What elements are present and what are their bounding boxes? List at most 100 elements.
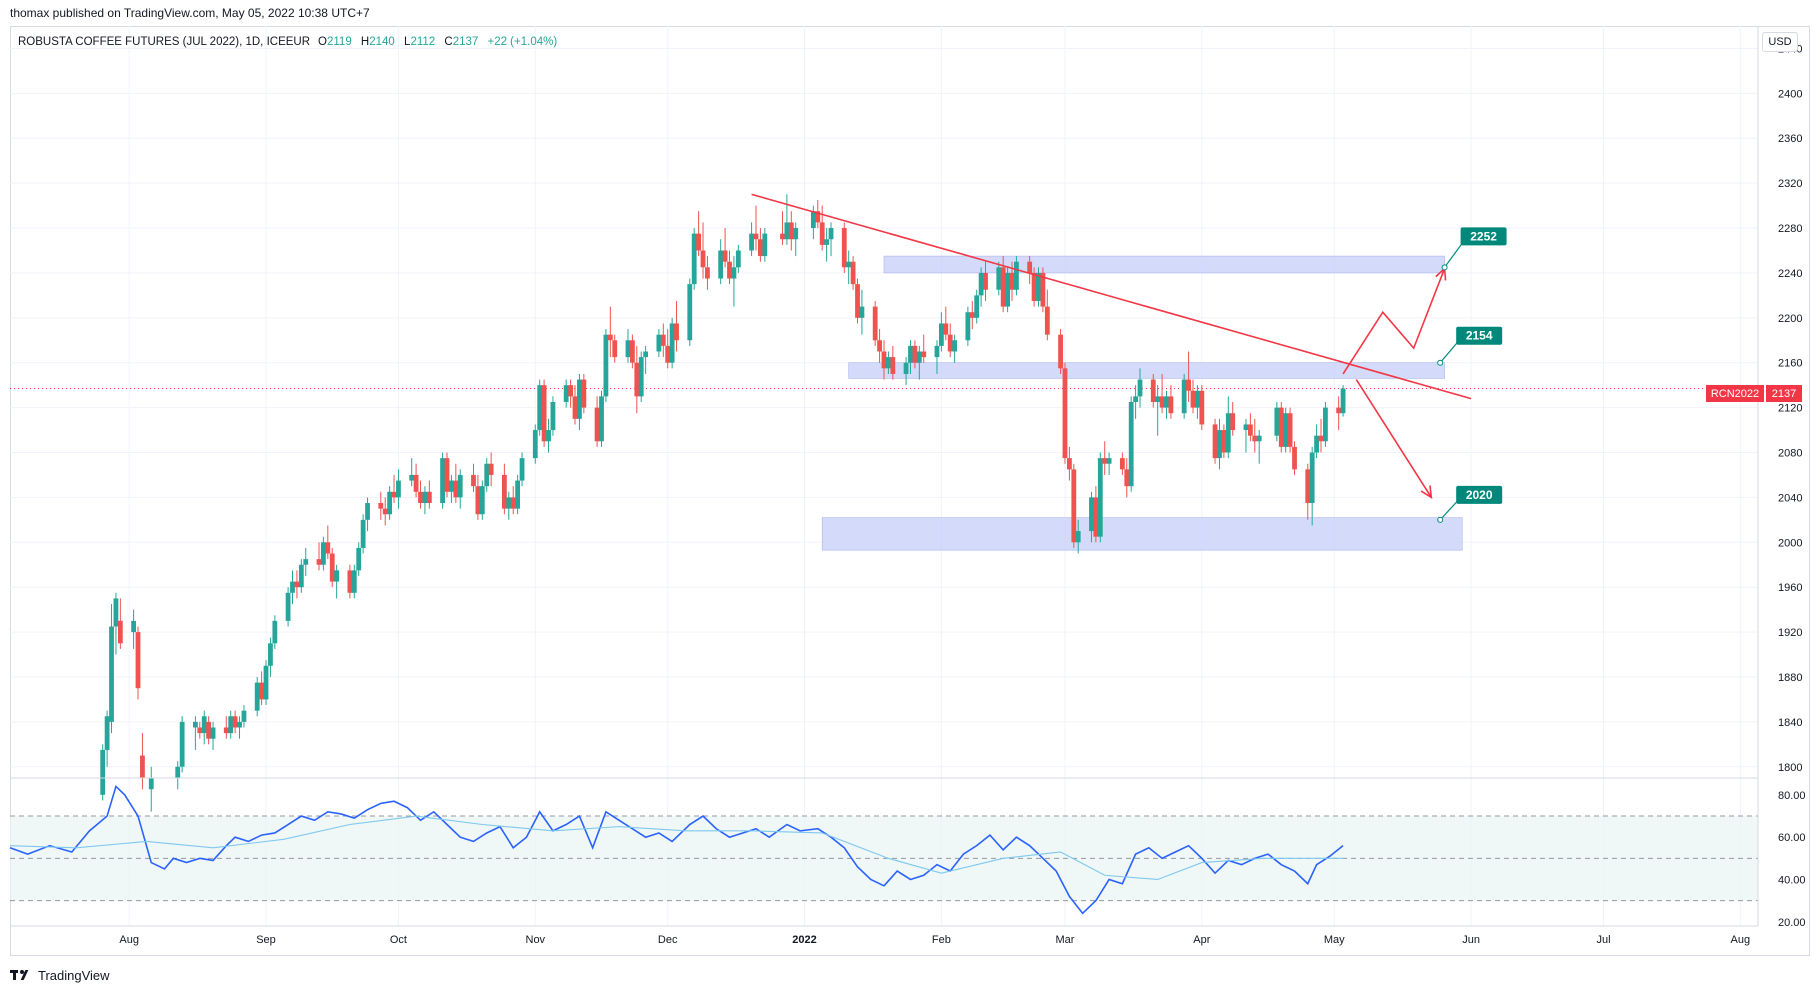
candle-body[interactable] [727, 261, 732, 279]
candle-body[interactable] [938, 323, 944, 346]
candle-body[interactable] [674, 323, 679, 341]
candle-body[interactable] [334, 570, 340, 582]
price-zone[interactable] [883, 255, 1445, 274]
candle-body[interactable] [100, 749, 106, 795]
candle-body[interactable] [113, 598, 119, 627]
candle-body[interactable] [753, 233, 759, 240]
candle-body[interactable] [983, 272, 988, 290]
candle-body[interactable] [1155, 396, 1161, 402]
candle-body[interactable] [1292, 446, 1297, 470]
candle-body[interactable] [1168, 396, 1174, 414]
candle-body[interactable] [294, 581, 300, 588]
candle-body[interactable] [705, 267, 710, 279]
candle-body[interactable] [365, 503, 370, 520]
candle-body[interactable] [656, 334, 662, 352]
candle-body[interactable] [1164, 396, 1169, 408]
candle-body[interactable] [912, 345, 918, 363]
candle-body[interactable] [1075, 531, 1081, 543]
candle-body[interactable] [1186, 379, 1191, 391]
candle-body[interactable] [886, 357, 891, 369]
candle-body[interactable] [515, 480, 521, 509]
candle-body[interactable] [148, 778, 154, 790]
candle-body[interactable] [1027, 261, 1033, 273]
candle-body[interactable] [1283, 413, 1289, 447]
candle-body[interactable] [877, 340, 882, 352]
candle-body[interactable] [947, 334, 953, 352]
candle-body[interactable] [117, 620, 123, 644]
candle-body[interactable] [577, 379, 582, 419]
candle-body[interactable] [599, 396, 604, 442]
candle-body[interactable] [1102, 458, 1108, 464]
candle-body[interactable] [484, 463, 490, 487]
candle-body[interactable] [828, 228, 834, 240]
candle-body[interactable] [1066, 458, 1072, 470]
candle-body[interactable] [1247, 424, 1253, 436]
candle-body[interactable] [1000, 267, 1006, 307]
candle-body[interactable] [735, 250, 741, 268]
candle-body[interactable] [1243, 424, 1249, 431]
currency-button[interactable]: USD [1762, 32, 1798, 52]
candle-body[interactable] [1305, 469, 1311, 504]
candle-body[interactable] [638, 357, 644, 397]
candle-body[interactable] [815, 211, 821, 223]
candle-body[interactable] [1071, 469, 1077, 543]
candle-body[interactable] [135, 632, 141, 689]
candle-body[interactable] [232, 716, 238, 728]
candle-body[interactable] [855, 284, 860, 318]
candle-body[interactable] [1036, 272, 1041, 301]
candle-body[interactable] [758, 239, 763, 257]
candle-body[interactable] [722, 250, 728, 262]
candle-body[interactable] [1287, 413, 1293, 447]
candle-body[interactable] [1323, 407, 1328, 442]
candle-body[interactable] [321, 542, 326, 565]
candle-body[interactable] [140, 755, 145, 778]
candle-body[interactable] [1195, 390, 1200, 408]
candle-body[interactable] [479, 486, 485, 515]
candle-body[interactable] [691, 233, 697, 285]
candle-body[interactable] [810, 211, 816, 229]
candle-body[interactable] [316, 559, 322, 565]
candle-body[interactable] [859, 306, 865, 318]
candle-body[interactable] [210, 727, 216, 739]
candle-body[interactable] [1217, 430, 1222, 459]
candle-body[interactable] [290, 581, 295, 593]
level-callout-box[interactable] [1456, 485, 1503, 504]
candle-body[interactable] [356, 547, 362, 571]
candle-body[interactable] [603, 334, 609, 397]
candle-body[interactable] [179, 721, 185, 767]
candle-body[interactable] [687, 284, 693, 341]
candle-body[interactable] [175, 766, 181, 778]
candle-body[interactable] [788, 222, 794, 240]
candle-body[interactable] [223, 727, 229, 734]
candle-body[interactable] [457, 474, 463, 498]
candle-body[interactable] [409, 474, 415, 481]
candle-body[interactable] [1119, 458, 1125, 470]
candle-body[interactable] [396, 480, 401, 498]
candle-body[interactable] [546, 430, 551, 442]
candle-body[interactable] [1340, 388, 1346, 414]
candle-body[interactable] [718, 250, 724, 279]
candle-body[interactable] [1133, 396, 1139, 402]
candle-body[interactable] [841, 228, 847, 268]
candle-body[interactable] [819, 222, 825, 245]
candle-body[interactable] [969, 312, 975, 318]
candle-body[interactable] [422, 491, 428, 504]
candle-body[interactable] [387, 491, 393, 515]
candle-body[interactable] [943, 323, 949, 335]
candle-body[interactable] [329, 553, 335, 582]
candle-body[interactable] [418, 491, 423, 504]
candle-body[interactable] [665, 345, 671, 363]
candle-body[interactable] [254, 682, 260, 711]
candle-body[interactable] [1230, 413, 1236, 431]
candle-body[interactable] [581, 379, 587, 408]
candle-body[interactable] [413, 474, 419, 492]
candle-body[interactable] [908, 345, 913, 363]
candle-body[interactable] [426, 491, 432, 504]
level-callout-box[interactable] [1456, 326, 1503, 345]
candle-body[interactable] [1137, 379, 1143, 397]
candle-body[interactable] [537, 385, 543, 431]
footer-brand[interactable]: TradingView [10, 964, 110, 986]
candle-body[interactable] [206, 721, 212, 739]
candle-body[interactable] [872, 306, 878, 341]
